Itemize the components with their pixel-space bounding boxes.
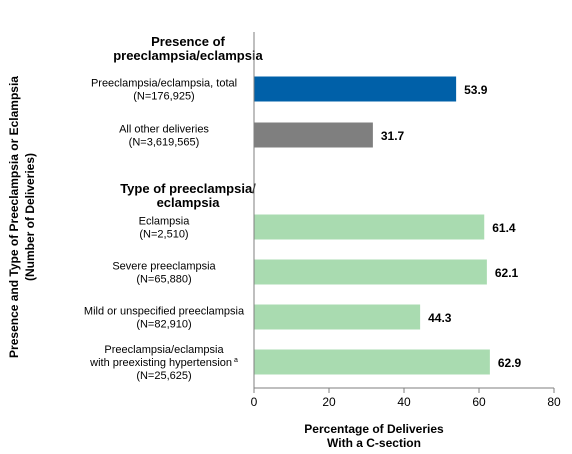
data-label: 61.4	[492, 221, 516, 235]
x-tick-label: 40	[397, 395, 411, 409]
category-label: (N=3,619,565)	[129, 137, 200, 149]
data-label: 62.1	[495, 266, 519, 280]
y-axis-title-line-1: Presence and Type of Preeclampsia or Ecl…	[7, 76, 21, 358]
bar	[254, 122, 373, 148]
y-axis-title-line-2: (Number of Deliveries)	[23, 153, 37, 281]
x-tick-label: 80	[547, 395, 561, 409]
data-label: 53.9	[464, 83, 488, 97]
category-label: Severe preeclampsia	[112, 261, 216, 273]
x-axis-ticks: 0 20 40 60 80	[251, 388, 561, 409]
x-tick-label: 60	[472, 395, 486, 409]
bar	[254, 259, 487, 285]
bar	[254, 304, 421, 330]
category-label: with preexisting hypertension a	[89, 357, 238, 369]
bar-group: Type of preeclampsia/eclampsia 61.4 Eclamp…	[84, 181, 522, 382]
category-label: (N=25,625)	[136, 370, 191, 382]
group-heading: Type of preeclampsia/	[120, 181, 256, 196]
category-label: (N=65,880)	[136, 274, 191, 286]
category-label: Preeclampsia/eclampsia	[104, 344, 224, 356]
data-label: 44.3	[428, 311, 452, 325]
x-axis-title-line-2: With a C-section	[327, 436, 421, 450]
bar	[254, 349, 490, 375]
category-label: All other deliveries	[119, 124, 209, 136]
x-tick-label: 0	[251, 395, 258, 409]
group-heading: Presence of	[151, 34, 225, 49]
group-heading: preeclampsia/eclampsia	[113, 48, 263, 63]
category-label: (N=176,925)	[133, 91, 194, 103]
category-label: Preeclampsia/eclampsia, total	[91, 78, 237, 90]
x-axis-title-line-1: Percentage of Deliveries	[304, 422, 444, 436]
group-heading: eclampsia	[157, 195, 221, 210]
category-label: Eclampsia	[139, 216, 191, 228]
x-axis-title: Percentage of Deliveries With a C-sectio…	[304, 422, 444, 450]
footnote-marker: a	[232, 357, 238, 364]
data-label: 31.7	[381, 129, 405, 143]
category-label: Mild or unspecified preeclampsia	[84, 306, 245, 318]
bar	[254, 76, 457, 102]
category-label: (N=82,910)	[136, 319, 191, 331]
data-label: 62.9	[498, 356, 522, 370]
bar	[254, 214, 485, 240]
x-tick-label: 20	[322, 395, 336, 409]
y-axis-title: Presence and Type of Preeclampsia or Ecl…	[7, 76, 37, 358]
category-label: (N=2,510)	[139, 229, 188, 241]
